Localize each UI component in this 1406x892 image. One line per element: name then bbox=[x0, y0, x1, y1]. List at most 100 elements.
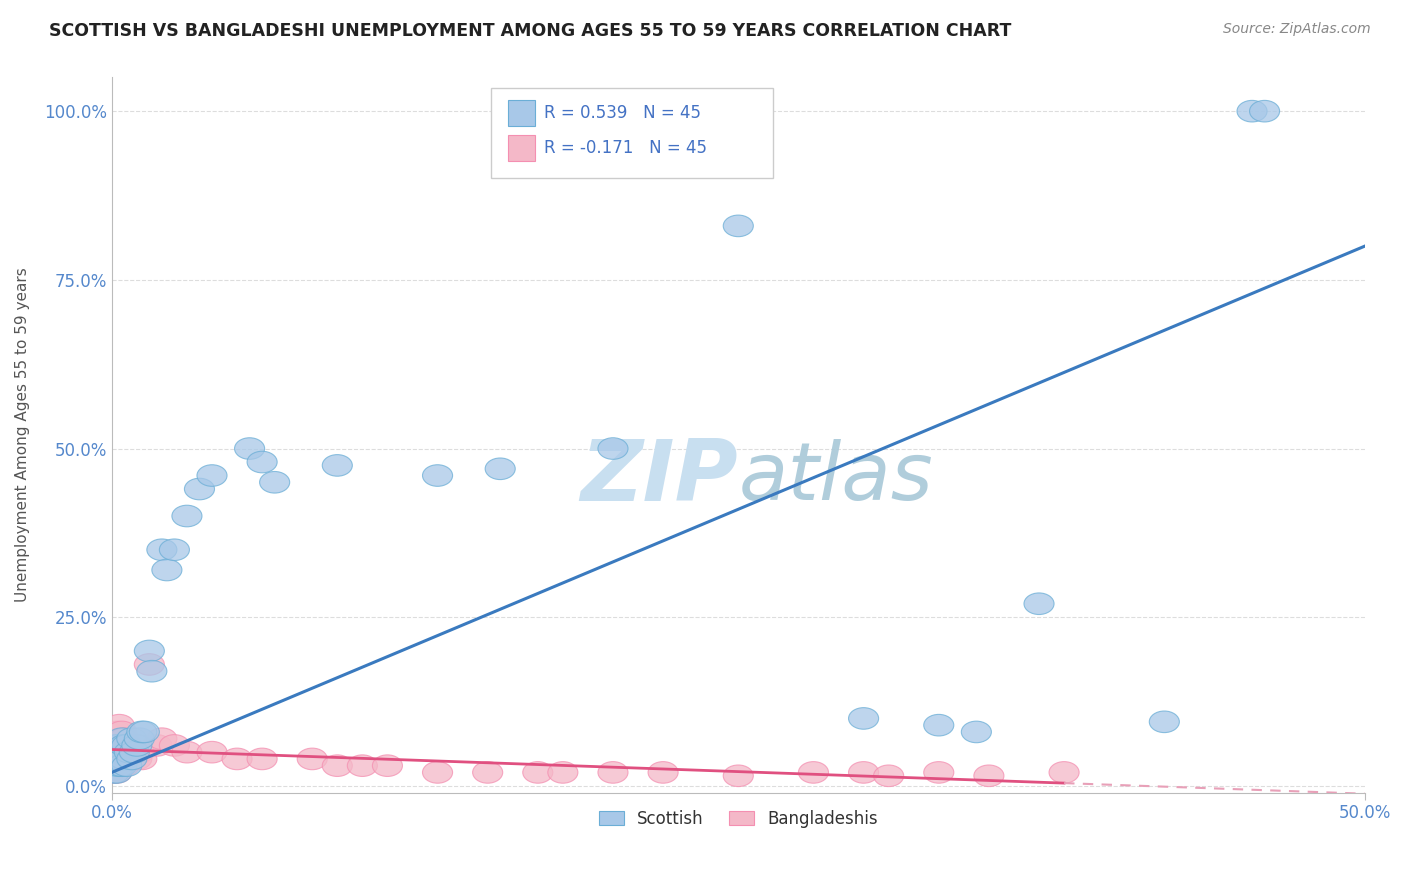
Ellipse shape bbox=[100, 755, 129, 776]
Ellipse shape bbox=[135, 640, 165, 662]
Ellipse shape bbox=[142, 735, 172, 756]
Ellipse shape bbox=[101, 735, 132, 756]
Ellipse shape bbox=[849, 707, 879, 730]
Ellipse shape bbox=[107, 721, 136, 743]
Ellipse shape bbox=[146, 728, 177, 749]
Ellipse shape bbox=[100, 741, 129, 763]
Ellipse shape bbox=[598, 762, 628, 783]
FancyBboxPatch shape bbox=[492, 88, 773, 178]
Ellipse shape bbox=[974, 765, 1004, 787]
Ellipse shape bbox=[924, 762, 953, 783]
Ellipse shape bbox=[127, 721, 157, 743]
Ellipse shape bbox=[101, 748, 132, 770]
Ellipse shape bbox=[100, 748, 129, 770]
Ellipse shape bbox=[117, 748, 146, 770]
Ellipse shape bbox=[373, 755, 402, 776]
Ellipse shape bbox=[849, 762, 879, 783]
Ellipse shape bbox=[485, 458, 515, 480]
Ellipse shape bbox=[101, 721, 132, 743]
Ellipse shape bbox=[107, 748, 136, 770]
Ellipse shape bbox=[1237, 101, 1267, 122]
FancyBboxPatch shape bbox=[508, 136, 536, 161]
Ellipse shape bbox=[129, 721, 159, 743]
Ellipse shape bbox=[110, 755, 139, 776]
Ellipse shape bbox=[110, 728, 139, 749]
Ellipse shape bbox=[799, 762, 828, 783]
Ellipse shape bbox=[124, 728, 155, 749]
Ellipse shape bbox=[924, 714, 953, 736]
Text: atlas: atlas bbox=[738, 439, 934, 517]
Ellipse shape bbox=[260, 472, 290, 493]
Ellipse shape bbox=[104, 735, 135, 756]
Ellipse shape bbox=[1250, 101, 1279, 122]
Ellipse shape bbox=[152, 559, 181, 581]
Ellipse shape bbox=[120, 741, 149, 763]
Ellipse shape bbox=[598, 438, 628, 459]
Ellipse shape bbox=[101, 762, 132, 783]
Ellipse shape bbox=[172, 741, 202, 763]
Ellipse shape bbox=[873, 765, 904, 787]
Ellipse shape bbox=[1024, 593, 1054, 615]
Ellipse shape bbox=[347, 755, 377, 776]
Ellipse shape bbox=[101, 762, 132, 783]
Ellipse shape bbox=[962, 721, 991, 743]
Ellipse shape bbox=[114, 741, 145, 763]
Ellipse shape bbox=[117, 728, 146, 749]
Ellipse shape bbox=[648, 762, 678, 783]
Y-axis label: Unemployment Among Ages 55 to 59 years: Unemployment Among Ages 55 to 59 years bbox=[15, 268, 30, 602]
Ellipse shape bbox=[117, 748, 146, 770]
Ellipse shape bbox=[136, 660, 167, 682]
Ellipse shape bbox=[120, 741, 149, 763]
Ellipse shape bbox=[197, 741, 226, 763]
Ellipse shape bbox=[104, 755, 135, 776]
Ellipse shape bbox=[1049, 762, 1080, 783]
Ellipse shape bbox=[100, 735, 129, 756]
Ellipse shape bbox=[723, 765, 754, 787]
Ellipse shape bbox=[110, 735, 139, 756]
Ellipse shape bbox=[135, 654, 165, 675]
Legend: Scottish, Bangladeshis: Scottish, Bangladeshis bbox=[592, 803, 884, 834]
FancyBboxPatch shape bbox=[508, 100, 536, 126]
Ellipse shape bbox=[247, 451, 277, 473]
Ellipse shape bbox=[100, 762, 129, 783]
Text: R = -0.171   N = 45: R = -0.171 N = 45 bbox=[544, 139, 707, 157]
Ellipse shape bbox=[111, 735, 142, 756]
Ellipse shape bbox=[222, 748, 252, 770]
Ellipse shape bbox=[107, 728, 136, 749]
Ellipse shape bbox=[111, 748, 142, 770]
Ellipse shape bbox=[548, 762, 578, 783]
Ellipse shape bbox=[127, 748, 157, 770]
Ellipse shape bbox=[297, 748, 328, 770]
Text: SCOTTISH VS BANGLADESHI UNEMPLOYMENT AMONG AGES 55 TO 59 YEARS CORRELATION CHART: SCOTTISH VS BANGLADESHI UNEMPLOYMENT AMO… bbox=[49, 22, 1011, 40]
Ellipse shape bbox=[723, 215, 754, 236]
Ellipse shape bbox=[104, 741, 135, 763]
Ellipse shape bbox=[122, 735, 152, 756]
Ellipse shape bbox=[184, 478, 215, 500]
Ellipse shape bbox=[101, 741, 132, 763]
Ellipse shape bbox=[159, 539, 190, 560]
Ellipse shape bbox=[247, 748, 277, 770]
Ellipse shape bbox=[110, 748, 139, 770]
Ellipse shape bbox=[523, 762, 553, 783]
Ellipse shape bbox=[146, 539, 177, 560]
Ellipse shape bbox=[100, 762, 129, 783]
Ellipse shape bbox=[235, 438, 264, 459]
Ellipse shape bbox=[111, 755, 142, 776]
Ellipse shape bbox=[322, 755, 353, 776]
Ellipse shape bbox=[1149, 711, 1180, 732]
Ellipse shape bbox=[472, 762, 503, 783]
Ellipse shape bbox=[159, 735, 190, 756]
Ellipse shape bbox=[104, 755, 135, 776]
Ellipse shape bbox=[124, 741, 155, 763]
Ellipse shape bbox=[322, 455, 353, 476]
Ellipse shape bbox=[114, 741, 145, 763]
Text: ZIP: ZIP bbox=[581, 436, 738, 519]
Ellipse shape bbox=[172, 505, 202, 527]
Text: Source: ZipAtlas.com: Source: ZipAtlas.com bbox=[1223, 22, 1371, 37]
Ellipse shape bbox=[122, 748, 152, 770]
Ellipse shape bbox=[197, 465, 226, 486]
Text: R = 0.539   N = 45: R = 0.539 N = 45 bbox=[544, 104, 702, 122]
Ellipse shape bbox=[423, 762, 453, 783]
Ellipse shape bbox=[107, 755, 136, 776]
Ellipse shape bbox=[104, 714, 135, 736]
